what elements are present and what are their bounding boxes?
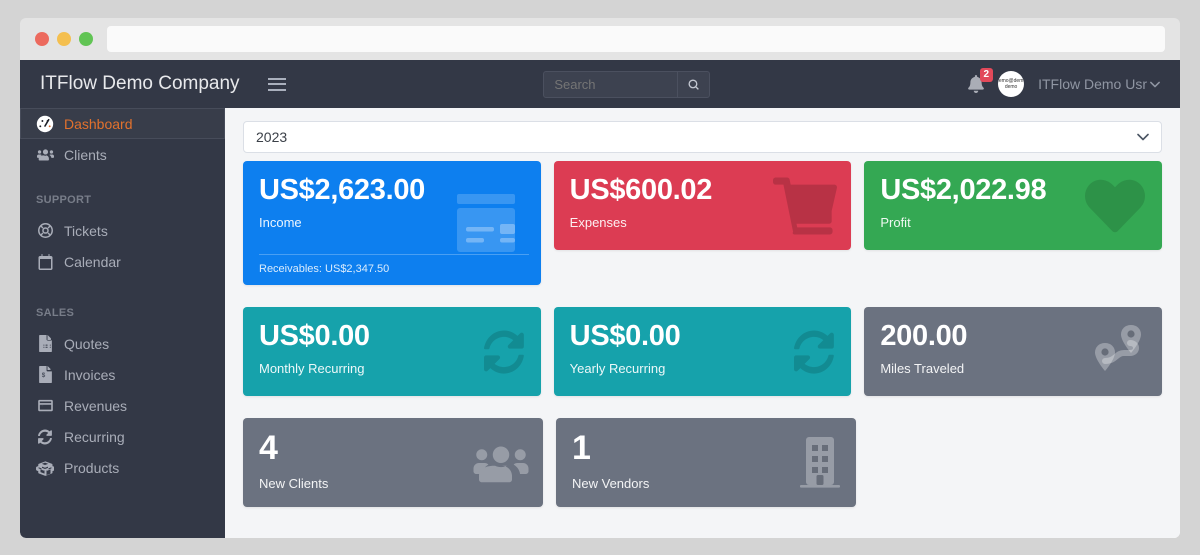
svg-text:$: $ <box>42 371 46 378</box>
